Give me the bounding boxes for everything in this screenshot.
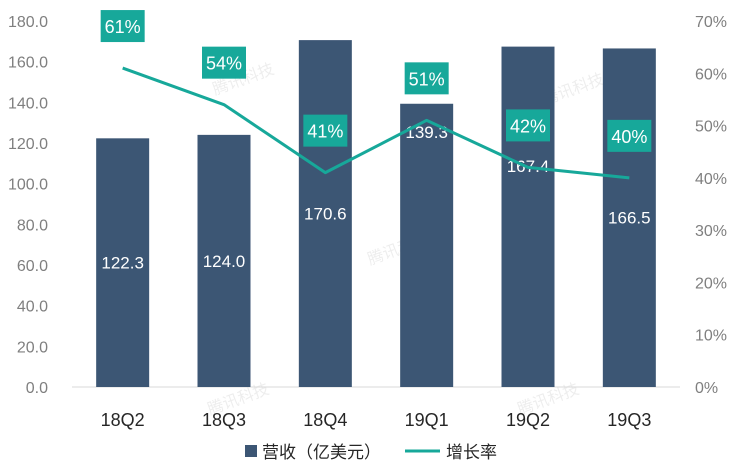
right-axis-ticks: 0% 10% 20% 30% 40% 50% 60% 70% — [695, 14, 727, 397]
growth-data-label: 61% — [105, 17, 141, 37]
right-tick-label: 30% — [695, 223, 727, 240]
growth-label-box — [202, 46, 246, 79]
growth-data-label: 42% — [510, 116, 546, 136]
right-tick-label: 40% — [695, 171, 727, 188]
category-label: 18Q2 — [101, 410, 145, 430]
growth-data-label: 54% — [206, 54, 242, 74]
left-tick-label: 160.0 — [8, 55, 48, 72]
right-tick-label: 50% — [695, 119, 727, 136]
bar-data-label: 139.3 — [405, 123, 448, 142]
growth-label-box — [506, 109, 550, 142]
left-tick-label: 180.0 — [8, 14, 48, 31]
right-tick-label: 60% — [695, 66, 727, 83]
revenue-bar — [602, 48, 656, 387]
growth-line — [122, 66, 630, 180]
revenue-bar — [400, 103, 454, 388]
legend-label-growth: 增长率 — [446, 443, 497, 463]
growth-data-label: 41% — [307, 122, 343, 142]
left-tick-label: 80.0 — [17, 217, 48, 234]
category-labels: 18Q2 18Q3 18Q4 19Q1 19Q2 19Q3 — [101, 410, 652, 430]
right-tick-label: 10% — [695, 328, 727, 345]
category-label: 19Q1 — [405, 410, 449, 430]
growth-label-box — [607, 119, 652, 152]
left-tick-label: 140.0 — [8, 95, 48, 112]
category-label: 18Q3 — [202, 410, 246, 430]
right-tick-label: 0% — [695, 380, 718, 397]
legend: 营收（亿美元） 增长率 — [245, 443, 497, 463]
line-series: 61% 54% 41% 51% 42% 40% — [100, 10, 652, 180]
category-label: 19Q3 — [607, 410, 651, 430]
legend-swatch-revenue — [245, 445, 257, 457]
bar-data-label: 122.3 — [101, 254, 144, 273]
category-label: 18Q4 — [303, 410, 347, 430]
growth-label-box — [404, 62, 449, 95]
growth-label-box — [100, 10, 145, 43]
left-tick-label: 40.0 — [17, 299, 48, 316]
right-tick-label: 20% — [695, 275, 727, 292]
left-tick-label: 20.0 — [17, 339, 48, 356]
revenue-bar — [197, 134, 251, 387]
left-tick-label: 60.0 — [17, 258, 48, 275]
bar-data-label: 166.5 — [608, 209, 651, 228]
legend-label-revenue: 营收（亿美元） — [262, 443, 381, 463]
right-tick-label: 70% — [695, 14, 727, 31]
left-tick-label: 120.0 — [8, 136, 48, 153]
left-tick-label: 0.0 — [26, 380, 48, 397]
revenue-bar — [501, 46, 555, 388]
revenue-bar — [96, 138, 150, 387]
left-axis-ticks: 0.0 20.0 40.0 60.0 80.0 100.0 120.0 140.0 160.0 1… — [8, 14, 48, 397]
category-label: 19Q2 — [506, 410, 550, 430]
revenue-bar — [298, 40, 352, 387]
bar-data-label: 124.0 — [203, 252, 246, 271]
growth-data-label: 40% — [611, 127, 647, 147]
left-tick-label: 100.0 — [8, 177, 48, 194]
growth-data-label: 51% — [409, 69, 445, 89]
bar-data-label: 170.6 — [304, 205, 347, 224]
growth-label-box — [303, 114, 348, 147]
